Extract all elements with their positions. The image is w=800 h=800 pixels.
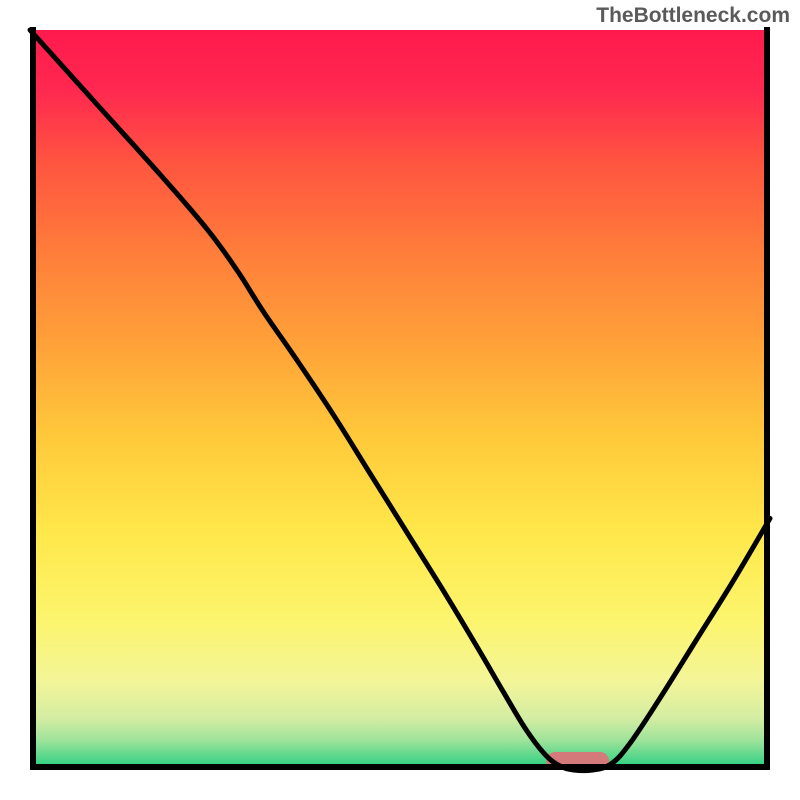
bottleneck-chart <box>0 0 800 800</box>
chart-svg <box>0 0 800 800</box>
chart-background <box>30 30 770 770</box>
watermark-text: TheBottleneck.com <box>596 4 790 28</box>
